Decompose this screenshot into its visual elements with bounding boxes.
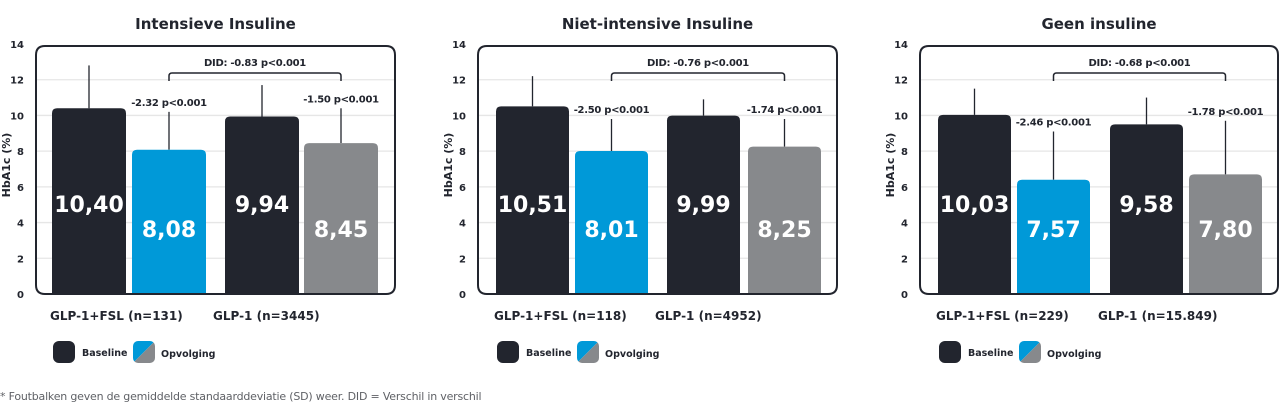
y-tick-label: 8 xyxy=(459,147,466,158)
change-annotation: -1.78 p<0.001 xyxy=(1188,107,1264,118)
legend-swatch-followup xyxy=(133,341,155,363)
y-tick-label: 2 xyxy=(901,254,908,265)
did-annotation: DID: -0.83 p<0.001 xyxy=(204,58,306,69)
did-bracket xyxy=(168,72,342,81)
bar-baseline-glp1-fsl xyxy=(938,114,1011,295)
did-bracket xyxy=(610,72,786,81)
change-annotation: -1.74 p<0.001 xyxy=(747,105,823,116)
legend-label-baseline: Baseline xyxy=(968,348,1013,359)
chart-panel-niet-intensive-insuline: Niet-intensive Insuline 0 2 4 6 8 10 12 14 HbA1c … xyxy=(442,15,838,363)
y-tick-label: 8 xyxy=(901,147,908,158)
did-bracket xyxy=(1052,72,1227,81)
y-axis-label: HbA1c (%) xyxy=(0,133,13,198)
chart-title: Niet-intensive Insuline xyxy=(562,15,753,33)
y-tick-label: 12 xyxy=(894,76,908,87)
chart-panel-intensieve-insuline: Intensieve Insuline 0 2 4 6 8 10 12 14 HbA1c (%) 1… xyxy=(0,0,420,380)
category-label-glp1: GLP-1 (n=4952) xyxy=(655,309,762,323)
bar-baseline-glp1 xyxy=(225,116,299,294)
change-annotation: -1.50 p<0.001 xyxy=(303,94,379,105)
bar-followup-glp1 xyxy=(304,143,378,294)
bar-followup-glp1 xyxy=(1189,174,1262,294)
bar-value-label: 8,45 xyxy=(314,218,368,243)
did-annotation: DID: -0.76 p<0.001 xyxy=(647,58,749,69)
y-tick-label: 14 xyxy=(894,40,908,51)
legend-swatch-baseline xyxy=(497,341,519,363)
chart-title: Geen insuline xyxy=(1041,15,1156,33)
legend-label-followup: Opvolging xyxy=(161,349,215,360)
y-axis-label: HbA1c (%) xyxy=(442,133,455,198)
y-tick-label: 4 xyxy=(459,219,466,230)
bar-followup-glp1 xyxy=(748,146,821,294)
y-tick-label: 4 xyxy=(901,219,908,230)
legend-swatch-followup xyxy=(577,341,599,363)
y-tick-label: 0 xyxy=(459,290,466,301)
y-tick-label: 6 xyxy=(17,183,24,194)
bar-followup-glp1-fsl xyxy=(1017,179,1090,294)
y-tick-label: 12 xyxy=(10,76,24,87)
chart-frame xyxy=(477,45,838,295)
bar-value-label: 7,57 xyxy=(1026,218,1080,243)
bar-value-label: 9,58 xyxy=(1119,193,1173,218)
category-label-glp1-fsl: GLP-1+FSL (n=118) xyxy=(494,309,627,323)
y-tick-label: 0 xyxy=(901,290,908,301)
legend-label-baseline: Baseline xyxy=(82,348,127,359)
legend-label-followup: Opvolging xyxy=(1047,349,1101,360)
chart-panel-geen-insuline: Geen insuline 0 2 4 6 8 10 12 14 HbA1c (%) 10,03 7,… xyxy=(884,15,1279,363)
did-annotation: DID: -0.68 p<0.001 xyxy=(1089,58,1191,69)
y-tick-label: 4 xyxy=(17,219,24,230)
legend-swatch-followup xyxy=(1019,341,1041,363)
change-annotation: -2.50 p<0.001 xyxy=(574,105,650,116)
bar-followup-glp1-fsl xyxy=(132,149,206,294)
y-axis-label: HbA1c (%) xyxy=(884,133,897,198)
category-label-glp1: GLP-1 (n=15.849) xyxy=(1098,309,1217,323)
chart-svg: Intensieve Insuline 0 2 4 6 8 10 12 14 HbA1c (%) 1… xyxy=(0,15,396,363)
y-tick-label: 6 xyxy=(901,183,908,194)
y-tick-label: 6 xyxy=(459,183,466,194)
bar-value-label: 8,25 xyxy=(757,218,811,243)
y-tick-label: 2 xyxy=(459,254,466,265)
chart-svg: Geen insuline 0 2 4 6 8 10 12 14 HbA1c (%) 10,03 7,… xyxy=(884,15,1279,363)
legend-swatch-baseline xyxy=(939,341,961,363)
legend: Baseline Opvolging xyxy=(53,341,215,363)
legend: Baseline Opvolging xyxy=(497,341,659,363)
bar-value-label: 9,94 xyxy=(235,193,289,218)
y-tick-label: 2 xyxy=(17,254,24,265)
y-tick-label: 10 xyxy=(452,111,466,122)
y-tick-label: 14 xyxy=(10,40,24,51)
legend: Baseline Opvolging xyxy=(939,341,1101,363)
y-tick-label: 10 xyxy=(10,111,24,122)
bar-value-label: 9,99 xyxy=(676,193,730,218)
y-tick-label: 8 xyxy=(17,147,24,158)
bar-baseline-glp1 xyxy=(1110,124,1183,294)
y-tick-label: 0 xyxy=(17,290,24,301)
category-label-glp1-fsl: GLP-1+FSL (n=131) xyxy=(50,309,183,323)
bar-baseline-glp1 xyxy=(667,115,740,294)
y-tick-label: 14 xyxy=(452,40,466,51)
bar-value-label: 10,40 xyxy=(54,193,124,218)
category-label-glp1-fsl: GLP-1+FSL (n=229) xyxy=(936,309,1069,323)
chart-frame xyxy=(919,45,1279,295)
bar-baseline-glp1-fsl xyxy=(52,108,126,295)
footnote: * Foutbalken geven de gemiddelde standaa… xyxy=(0,390,482,403)
legend-swatch-baseline xyxy=(53,341,75,363)
change-annotation: -2.46 p<0.001 xyxy=(1016,118,1092,129)
chart-svg: Niet-intensive Insuline 0 2 4 6 8 10 12 14 HbA1c … xyxy=(442,15,838,363)
category-label-glp1: GLP-1 (n=3445) xyxy=(213,309,320,323)
bar-value-label: 10,51 xyxy=(498,193,568,218)
bar-value-label: 7,80 xyxy=(1198,218,1252,243)
y-tick-label: 12 xyxy=(452,76,466,87)
y-tick-label: 10 xyxy=(894,111,908,122)
change-annotation: -2.32 p<0.001 xyxy=(131,98,207,109)
bar-baseline-glp1-fsl xyxy=(496,106,569,294)
chart-title: Intensieve Insuline xyxy=(135,15,296,33)
chart-frame xyxy=(35,45,396,295)
legend-label-baseline: Baseline xyxy=(526,348,571,359)
bar-value-label: 10,03 xyxy=(940,193,1010,218)
legend-label-followup: Opvolging xyxy=(605,349,659,360)
bar-value-label: 8,08 xyxy=(142,218,196,243)
bar-followup-glp1-fsl xyxy=(575,150,648,294)
bar-value-label: 8,01 xyxy=(584,218,638,243)
